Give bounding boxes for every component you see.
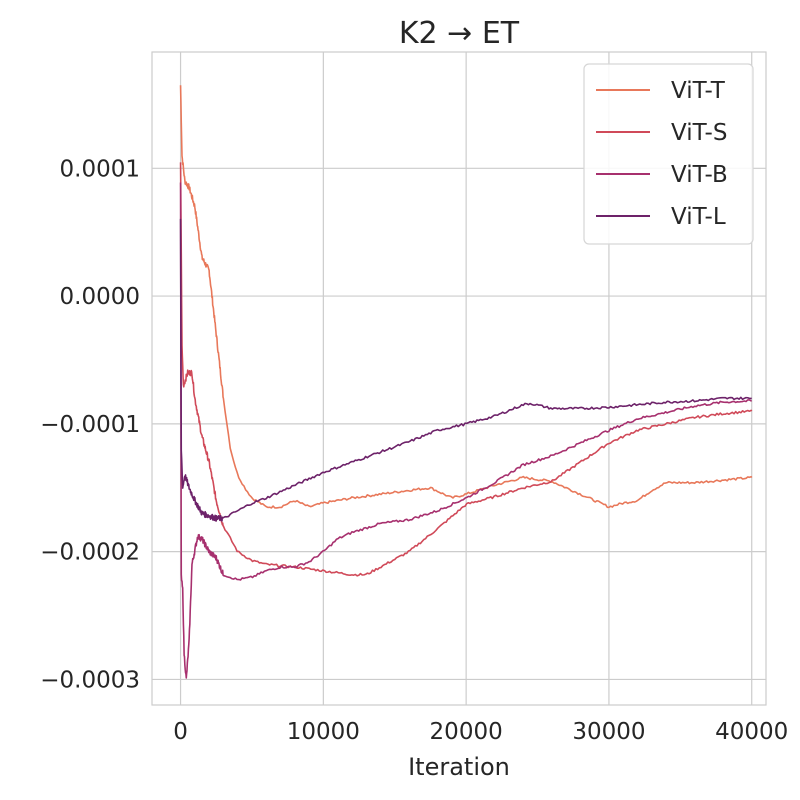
x-tick-label: 30000 xyxy=(572,719,645,745)
series-line-vit-t xyxy=(179,85,753,509)
x-tick-labels: 0 10000 20000 30000 40000 xyxy=(173,719,788,745)
y-tick-label: −0.0001 xyxy=(40,412,140,438)
x-axis-label: Iteration xyxy=(408,753,510,781)
legend-label-vit-t: ViT-T xyxy=(671,78,726,104)
x-tick-label: 0 xyxy=(173,719,188,745)
y-tick-label: −0.0003 xyxy=(40,667,140,693)
series-lines xyxy=(179,85,753,679)
y-tick-label: −0.0002 xyxy=(40,540,140,566)
legend-box xyxy=(583,63,754,245)
plot-area-frame xyxy=(151,51,767,706)
y-tick-label: 0.0001 xyxy=(60,156,140,182)
legend-label-vit-b: ViT-B xyxy=(671,162,728,188)
chart-title: K2 → ET xyxy=(399,16,520,51)
legend-label-vit-l: ViT-L xyxy=(671,204,726,230)
series-line-vit-s xyxy=(179,162,753,577)
y-tick-label: 0.0000 xyxy=(60,284,140,310)
series-line-vit-b xyxy=(179,182,752,679)
x-tick-label: 20000 xyxy=(430,719,503,745)
legend-label-vit-s: ViT-S xyxy=(671,120,727,146)
x-tick-label: 40000 xyxy=(715,719,788,745)
legend: ViT-T ViT-S ViT-B ViT-L xyxy=(583,63,754,245)
y-tick-labels: 0.0001 0.0000 −0.0001 −0.0002 −0.0003 xyxy=(40,156,140,693)
series-line-vit-l xyxy=(179,218,752,522)
x-tick-label: 10000 xyxy=(287,719,360,745)
